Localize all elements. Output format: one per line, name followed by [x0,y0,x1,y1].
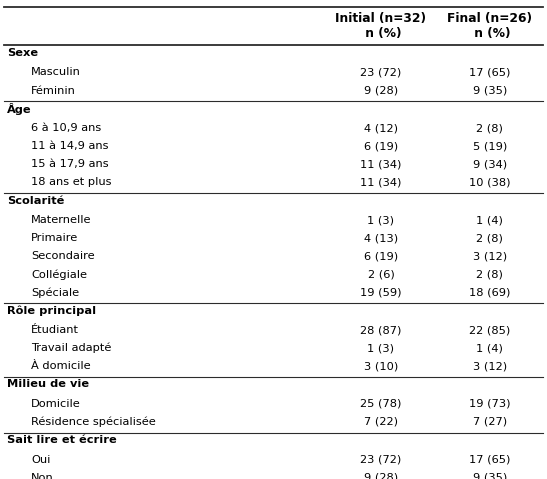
Text: Final (n=26)
 n (%): Final (n=26) n (%) [447,12,532,40]
Text: 9 (34): 9 (34) [473,160,507,170]
Text: Étudiant: Étudiant [31,325,79,335]
Text: 15 à 17,9 ans: 15 à 17,9 ans [31,160,109,170]
Text: 22 (85): 22 (85) [469,325,510,335]
Text: 19 (59): 19 (59) [360,287,401,297]
Text: Sexe: Sexe [7,48,38,58]
Text: 23 (72): 23 (72) [360,68,401,78]
Text: 3 (12): 3 (12) [473,361,507,371]
Text: 11 (34): 11 (34) [360,160,401,170]
Text: 2 (6): 2 (6) [368,269,394,279]
Text: 4 (12): 4 (12) [364,123,398,133]
Text: 18 ans et plus: 18 ans et plus [31,177,112,187]
Text: 17 (65): 17 (65) [469,455,510,465]
Text: Féminin: Féminin [31,86,76,95]
Text: 11 à 14,9 ans: 11 à 14,9 ans [31,141,109,151]
Text: 19 (73): 19 (73) [469,399,510,409]
Text: 7 (22): 7 (22) [364,417,398,427]
Text: 2 (8): 2 (8) [476,123,503,133]
Text: Initial (n=32)
 n (%): Initial (n=32) n (%) [335,12,427,40]
Text: Domicile: Domicile [31,399,81,409]
Text: 28 (87): 28 (87) [360,325,401,335]
Text: 2 (8): 2 (8) [476,233,503,243]
Text: Résidence spécialisée: Résidence spécialisée [31,417,156,427]
Text: Primaire: Primaire [31,233,79,243]
Text: 7 (27): 7 (27) [473,417,507,427]
Text: 11 (34): 11 (34) [360,177,401,187]
Text: 23 (72): 23 (72) [360,455,401,465]
Text: Spéciale: Spéciale [31,287,79,297]
Text: Collégiale: Collégiale [31,269,88,280]
Text: 10 (38): 10 (38) [469,177,510,187]
Text: Non: Non [31,473,54,479]
Text: Scolarité: Scolarité [7,195,64,205]
Text: 3 (10): 3 (10) [364,361,398,371]
Text: Milieu de vie: Milieu de vie [7,379,89,389]
Text: À domicile: À domicile [31,361,91,371]
Text: Sait lire et écrire: Sait lire et écrire [7,435,117,445]
Text: Masculin: Masculin [31,68,81,78]
Text: 9 (35): 9 (35) [473,86,507,95]
Text: Secondaire: Secondaire [31,251,95,261]
Text: Rôle principal: Rôle principal [7,305,96,316]
Text: 1 (4): 1 (4) [476,343,503,353]
Text: 4 (13): 4 (13) [364,233,398,243]
Text: 6 (19): 6 (19) [364,251,398,261]
Text: 5 (19): 5 (19) [473,141,507,151]
Text: 3 (12): 3 (12) [473,251,507,261]
Text: 18 (69): 18 (69) [469,287,510,297]
Text: 25 (78): 25 (78) [360,399,401,409]
Text: 6 (19): 6 (19) [364,141,398,151]
Text: Maternelle: Maternelle [31,215,92,225]
Text: 1 (3): 1 (3) [368,215,394,225]
Text: 9 (28): 9 (28) [364,473,398,479]
Text: 6 à 10,9 ans: 6 à 10,9 ans [31,123,102,133]
Text: 17 (65): 17 (65) [469,68,510,78]
Text: 9 (35): 9 (35) [473,473,507,479]
Text: 2 (8): 2 (8) [476,269,503,279]
Text: 9 (28): 9 (28) [364,86,398,95]
Text: 1 (4): 1 (4) [476,215,503,225]
Text: Travail adapté: Travail adapté [31,343,112,354]
Text: Oui: Oui [31,455,51,465]
Text: 1 (3): 1 (3) [368,343,394,353]
Text: Âge: Âge [7,103,32,115]
